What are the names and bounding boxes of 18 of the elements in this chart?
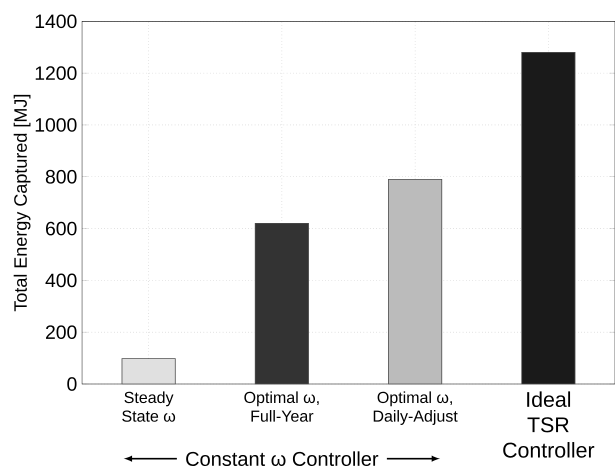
y-tick-label: 400	[45, 274, 77, 288]
y-axis-title: Total Energy Captured [MJ]	[14, 94, 30, 312]
y-tick-label: 1000	[36, 118, 77, 132]
y-tick-label: 600	[46, 222, 77, 236]
y-tick-label: 1400	[36, 14, 77, 28]
y-tick-label: 1200	[36, 66, 77, 80]
text: Constant ω Controller	[186, 451, 378, 466]
y-tick-label: 200	[46, 325, 77, 340]
x-tick-label: Steady State ω	[122, 391, 176, 422]
x-tick-label: Optimal ω, Daily-Adjust	[374, 391, 458, 425]
y-tick-label: 800	[46, 170, 77, 184]
bar	[388, 178, 442, 384]
bar	[521, 52, 576, 384]
bar	[122, 358, 176, 384]
y-tick-label: 0	[67, 377, 77, 391]
x-tick-label: Optimal ω, Full-Year	[244, 391, 319, 422]
bar	[254, 222, 309, 384]
x-tick-label: Ideal TSR Controller	[503, 391, 594, 458]
